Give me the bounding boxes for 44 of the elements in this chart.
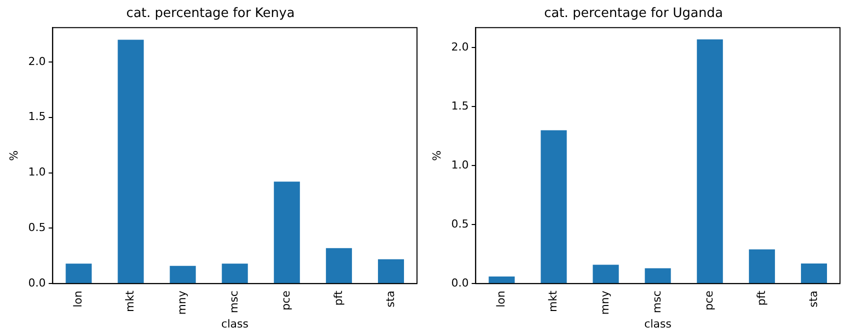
bar [748,249,775,284]
x-axis-title: class [221,317,249,330]
bar [644,268,671,284]
chart-title: cat. percentage for Uganda [544,6,723,22]
y-axis-title: % [7,150,20,161]
y-tick-label: 2.0 [451,40,469,54]
x-tick-label: pft [332,290,345,306]
x-tick-label: lon [72,290,85,308]
bar [592,264,619,284]
y-tick-label: 0.5 [451,217,469,230]
x-tick-label: msc [650,290,664,314]
chart-title: cat. percentage for Kenya [126,6,295,22]
y-tick-label: 0.0 [28,276,46,290]
x-tick-label: pce [280,290,293,310]
x-tick-label: sta [384,290,397,308]
bar [540,130,567,284]
x-tick-label: pce [702,290,716,310]
bar [800,264,827,284]
y-tick-label: 1.5 [451,100,469,112]
x-tick-label: lon [494,290,508,308]
bar [378,259,404,284]
y-tick-label: 2.0 [28,54,46,68]
y-tick-label: 1.0 [451,158,469,172]
x-tick-label: mkt [546,290,560,312]
bar [274,182,300,284]
x-tick-label: mny [598,290,612,315]
x-tick-label: sta [806,290,820,308]
y-tick-label: 0.0 [451,276,469,290]
y-tick-label: 0.5 [28,221,46,234]
y-tick-label: 1.5 [28,110,46,124]
bar [696,39,723,284]
x-tick-label: mkt [124,290,137,312]
bar [222,264,248,284]
bar [326,248,352,284]
x-axis-title: class [644,317,672,330]
bar [118,40,144,284]
x-tick-label: msc [228,290,241,314]
x-tick-label: mny [176,290,189,315]
bar [488,276,515,284]
x-tick-label: pft [754,290,768,306]
y-tick-label: 1.0 [28,166,46,179]
bar [66,264,92,284]
bar [170,266,196,284]
y-axis-title: % [430,150,444,161]
